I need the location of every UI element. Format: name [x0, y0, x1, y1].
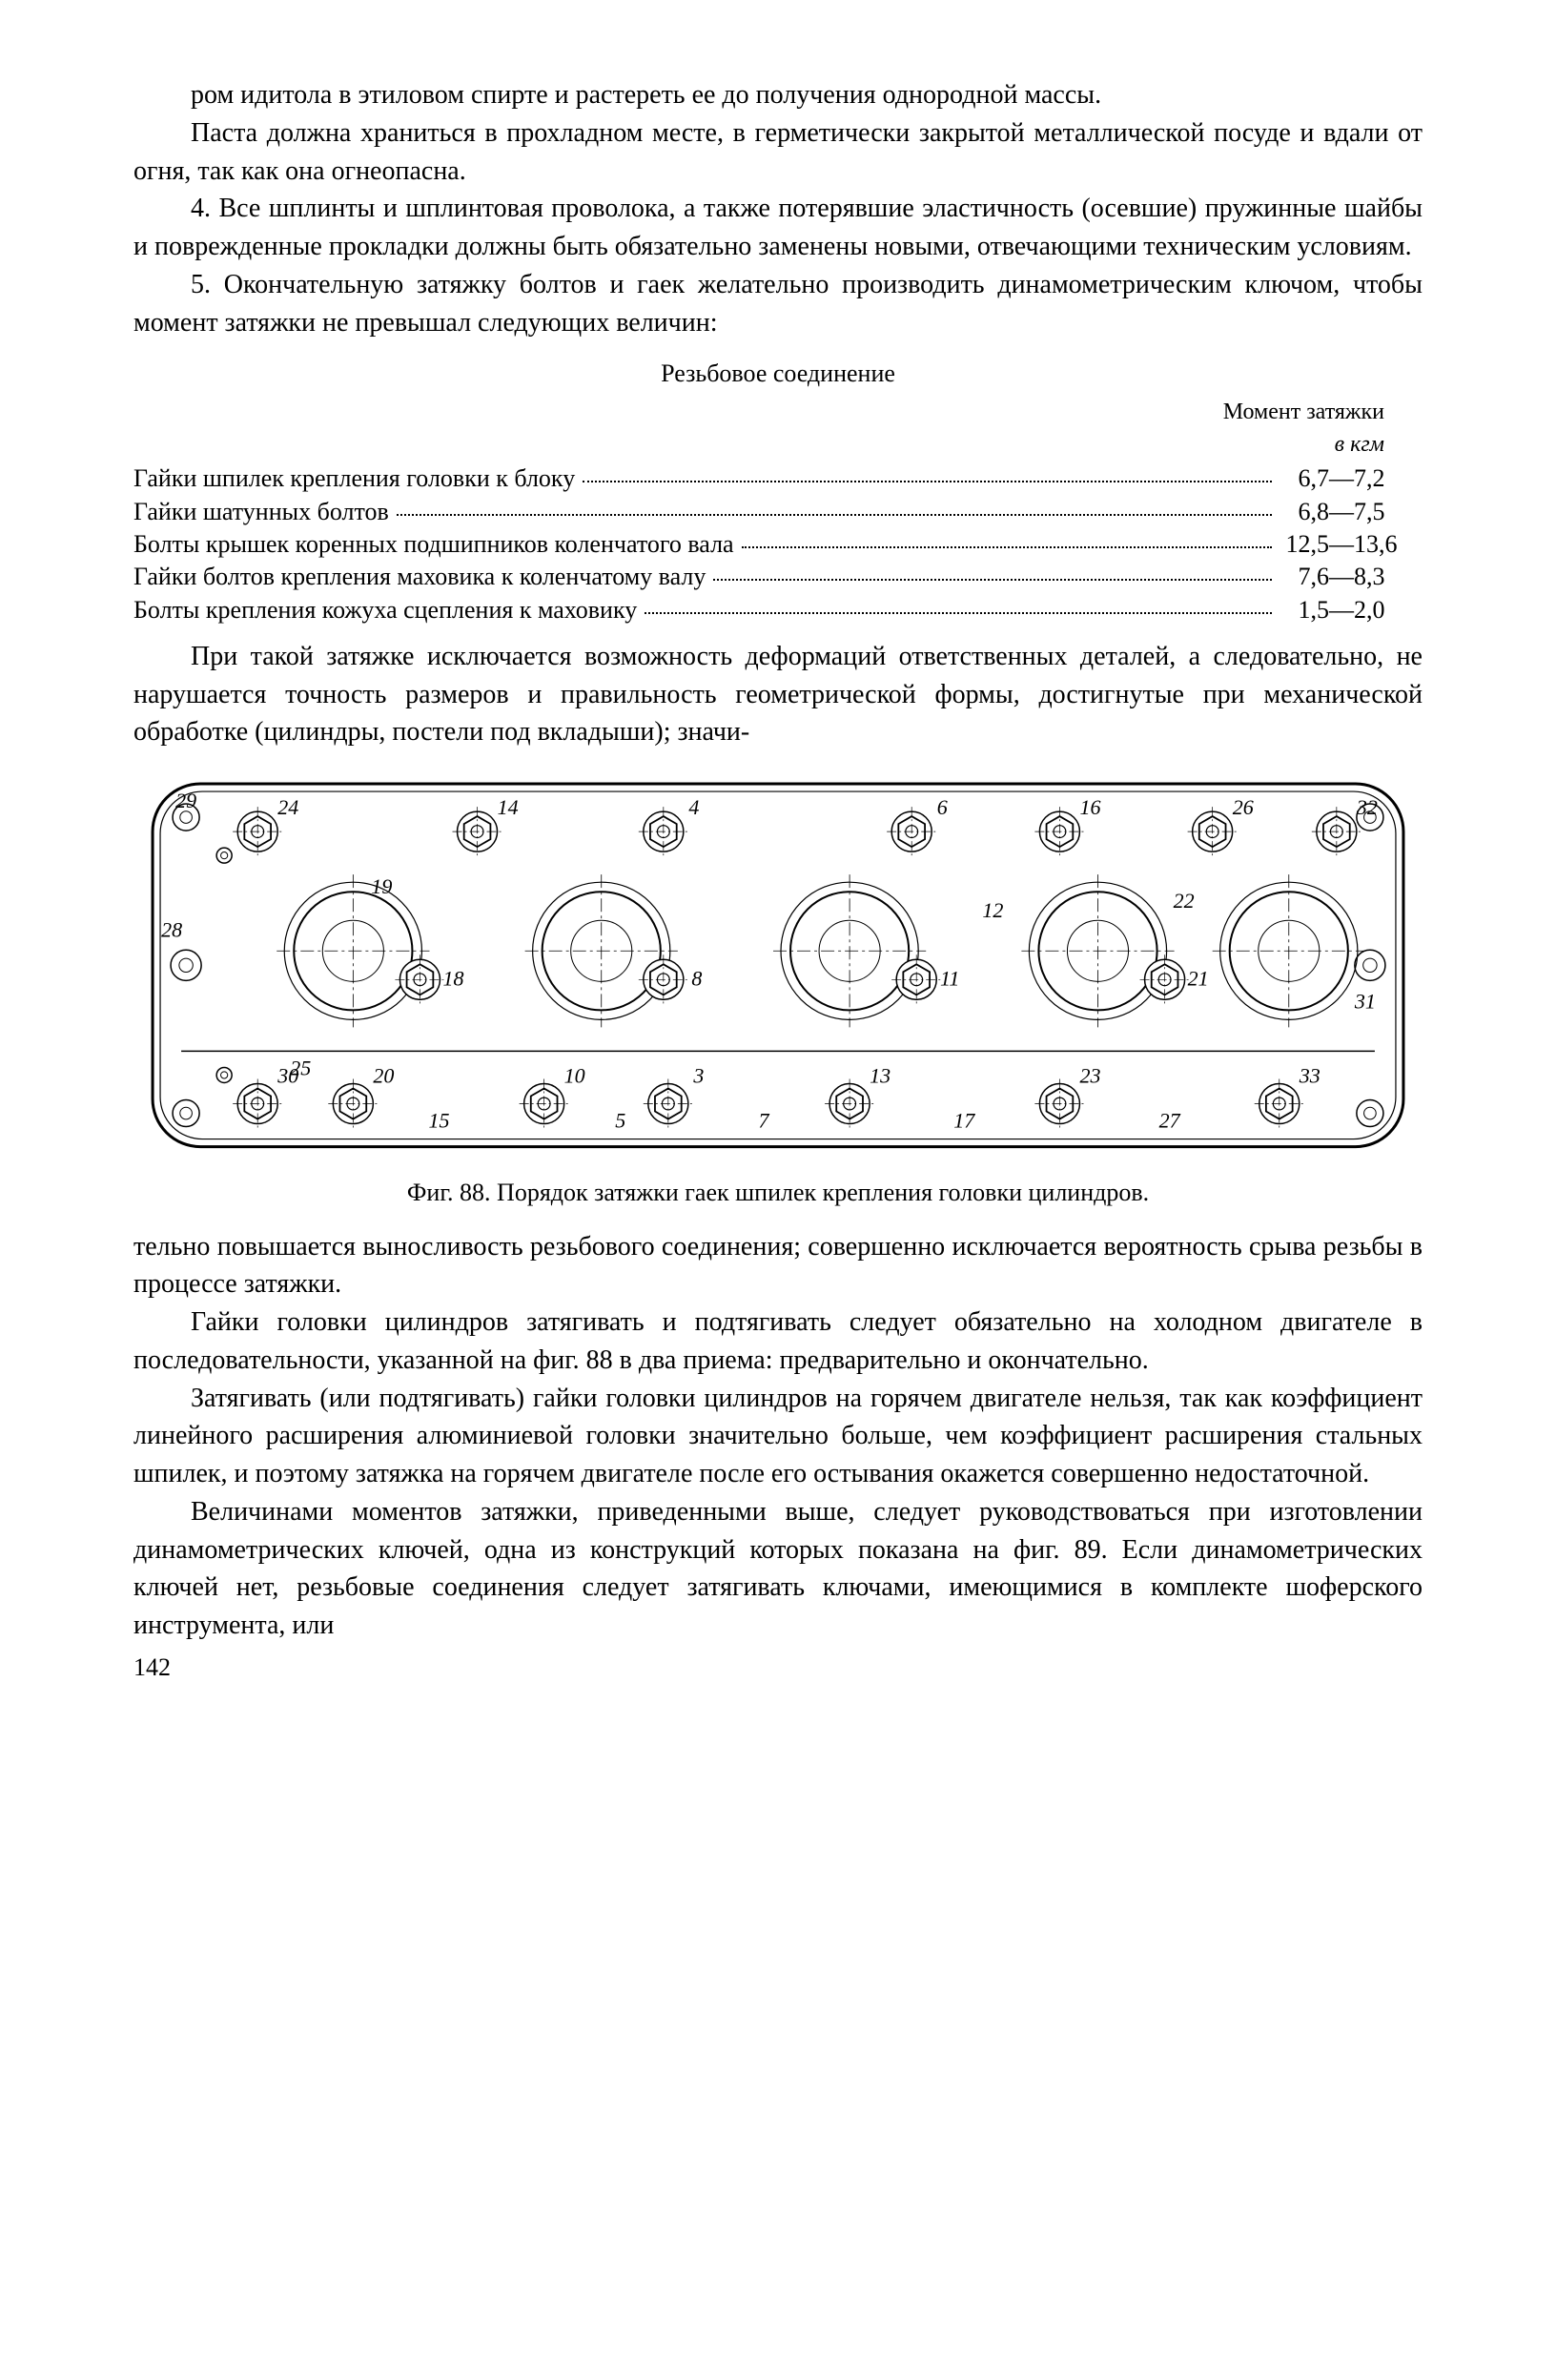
paragraph-2: Паста должна храниться в прохладном мест… [133, 114, 1423, 191]
figure-88-svg: 2414461626321881121302010313233329192812… [133, 765, 1423, 1166]
figure-88: 2414461626321881121302010313233329192812… [133, 765, 1423, 1211]
torque-row: Гайки болтов крепления маховика к коленч… [133, 561, 1423, 593]
torque-value: 6,8—7,5 [1280, 496, 1423, 528]
torque-value: 12,5—13,6 [1280, 528, 1423, 561]
torque-row: Гайки шпилек крепления головки к блоку 6,… [133, 462, 1423, 495]
paragraph-1: ром идитола в этиловом спирте и растерет… [133, 76, 1423, 114]
svg-text:6: 6 [937, 795, 948, 819]
svg-text:11: 11 [940, 966, 959, 990]
svg-text:32: 32 [1356, 795, 1378, 819]
svg-text:27: 27 [1159, 1109, 1181, 1133]
svg-text:18: 18 [442, 966, 463, 990]
torque-label: Гайки болтов крепления маховика к коленч… [133, 561, 706, 593]
svg-text:24: 24 [277, 795, 298, 819]
svg-text:28: 28 [161, 917, 182, 941]
svg-text:31: 31 [1354, 989, 1376, 1013]
page-number: 142 [133, 1651, 1423, 1686]
torque-dots [713, 579, 1272, 581]
torque-value: 1,5—2,0 [1280, 594, 1423, 626]
svg-text:8: 8 [691, 966, 702, 990]
torque-dots [645, 612, 1272, 614]
svg-text:14: 14 [498, 795, 519, 819]
paragraph-4: 5. Окончательную затяжку болтов и гаек ж… [133, 266, 1423, 342]
svg-text:3: 3 [692, 1064, 704, 1088]
torque-header-text: Момент затяжки [1223, 400, 1384, 424]
svg-text:25: 25 [290, 1057, 311, 1080]
torque-value: 6,7—7,2 [1280, 462, 1423, 495]
paragraph-8: Затягивать (или подтягивать) гайки голов… [133, 1380, 1423, 1493]
torque-value: 7,6—8,3 [1280, 561, 1423, 593]
svg-text:26: 26 [1233, 795, 1254, 819]
torque-table-title: Резьбовое соединение [133, 357, 1423, 392]
paragraph-7: Гайки головки цилиндров затягивать и под… [133, 1303, 1423, 1380]
torque-dots [742, 546, 1272, 548]
torque-header-unit: в кгм [1335, 432, 1384, 457]
paragraph-5: При такой затяжке исключается возможност… [133, 638, 1423, 751]
svg-text:17: 17 [953, 1109, 975, 1133]
paragraph-3: 4. Все шплинты и шплинтовая проволока, а… [133, 190, 1423, 266]
svg-text:23: 23 [1079, 1064, 1100, 1088]
svg-text:22: 22 [1174, 889, 1195, 913]
svg-text:5: 5 [615, 1109, 625, 1133]
figure-88-caption: Фиг. 88. Порядок затяжки гаек шпилек кре… [133, 1176, 1423, 1211]
svg-text:7: 7 [758, 1109, 769, 1133]
svg-text:21: 21 [1188, 966, 1209, 990]
svg-text:29: 29 [175, 789, 196, 812]
torque-label: Гайки шатунных болтов [133, 496, 389, 528]
paragraph-9: Величинами моментов затяжки, приведенным… [133, 1493, 1423, 1645]
torque-dots [397, 514, 1272, 516]
svg-text:33: 33 [1299, 1064, 1321, 1088]
torque-label: Болты крышек коренных подшипников коленч… [133, 528, 734, 561]
torque-label: Болты крепления кожуха сцепления к махов… [133, 594, 637, 626]
torque-row: Болты крепления кожуха сцепления к махов… [133, 594, 1423, 626]
svg-text:16: 16 [1079, 795, 1100, 819]
torque-table: Гайки шпилек крепления головки к блоку 6,… [133, 462, 1423, 626]
svg-text:15: 15 [428, 1109, 449, 1133]
svg-text:4: 4 [688, 795, 699, 819]
torque-label: Гайки шпилек крепления головки к блоку [133, 462, 575, 495]
svg-text:13: 13 [870, 1064, 891, 1088]
torque-dots [583, 481, 1272, 482]
svg-text:10: 10 [564, 1064, 585, 1088]
torque-row: Болты крышек коренных подшипников коленч… [133, 528, 1423, 561]
torque-table-header: Момент затяжки в кгм [133, 396, 1423, 461]
svg-text:19: 19 [371, 874, 392, 898]
torque-row: Гайки шатунных болтов 6,8—7,5 [133, 496, 1423, 528]
paragraph-6: тельно повышается выносливость резьбовог… [133, 1228, 1423, 1304]
svg-text:20: 20 [373, 1064, 394, 1088]
svg-text:12: 12 [982, 898, 1003, 922]
